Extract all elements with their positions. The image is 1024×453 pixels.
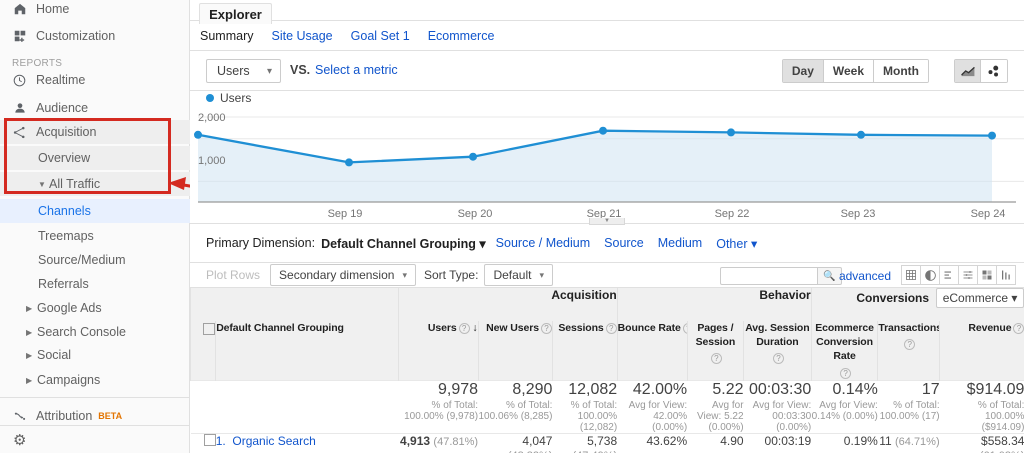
- svg-text:1,000: 1,000: [198, 155, 226, 167]
- svg-text:Sep 22: Sep 22: [715, 208, 750, 220]
- svg-text:Sep 20: Sep 20: [458, 208, 493, 220]
- svg-text:Sep 23: Sep 23: [841, 208, 876, 220]
- svg-text:2,000: 2,000: [198, 112, 226, 124]
- svg-text:Sep 19: Sep 19: [328, 208, 363, 220]
- svg-text:Sep 24: Sep 24: [971, 208, 1006, 220]
